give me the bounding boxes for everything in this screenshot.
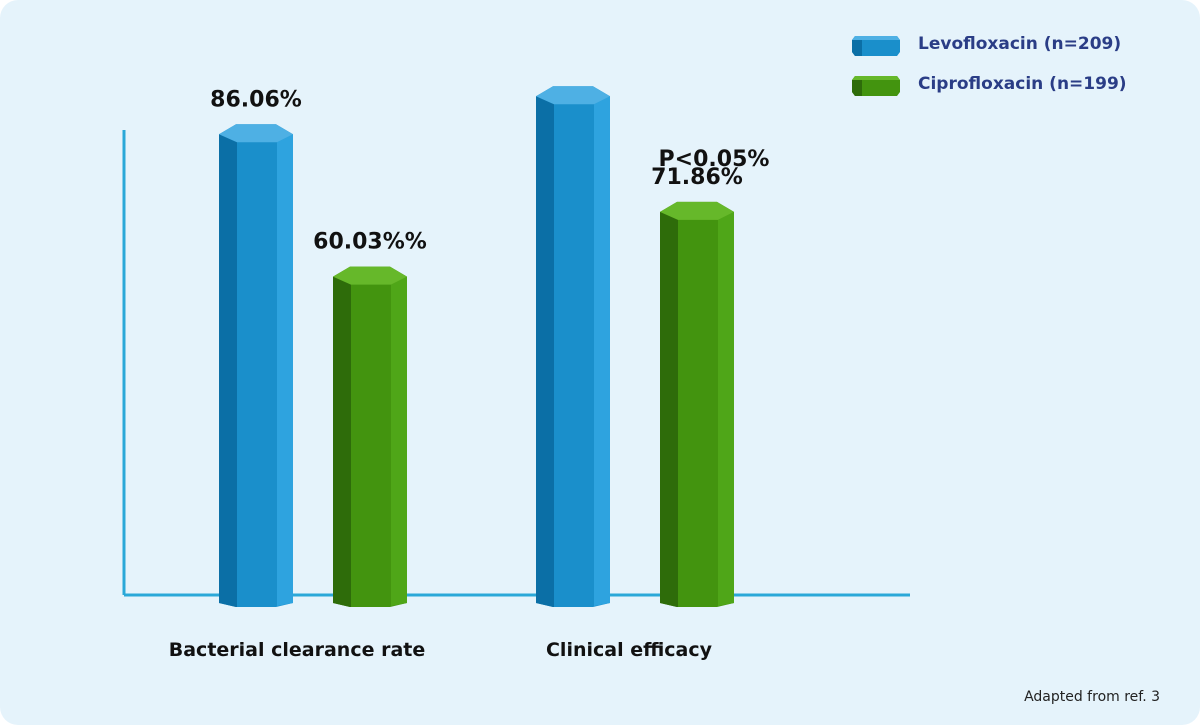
legend-swatch-levofloxacin — [852, 36, 900, 56]
source-note: Adapted from ref. 3 — [1024, 689, 1160, 705]
bar-levofloxacin-bacterial-clearance-cap — [219, 124, 293, 143]
bar-ciprofloxacin-clinical-efficacy — [660, 201, 734, 608]
bar-levofloxacin-clinical-efficacy-highlight — [594, 96, 610, 606]
bar-ciprofloxacin-bacterial-clearance-highlight — [391, 276, 407, 606]
bar-levofloxacin-bacterial-clearance-highlight — [277, 134, 293, 606]
bar-levofloxacin-bacterial-clearance — [219, 124, 293, 607]
legend-label-ciprofloxacin: Ciprofloxacin (n=199) — [918, 74, 1127, 94]
bar-levofloxacin-clinical-efficacy-cap — [536, 86, 610, 105]
p-value-annotation: P<0.05% — [659, 147, 770, 172]
bar-ciprofloxacin-bacterial-clearance-shade — [333, 276, 351, 607]
bar-levofloxacin-bacterial-clearance-shade — [219, 134, 237, 607]
data-label-ciprofloxacin-bacterial-clearance: 60.03%% — [313, 230, 427, 255]
bar-levofloxacin-clinical-efficacy — [536, 86, 610, 608]
bar-ciprofloxacin-bacterial-clearance — [333, 266, 407, 607]
data-label-ciprofloxacin-clinical-efficacy: 71.86% — [651, 165, 743, 190]
legend-swatch-ciprofloxacin — [852, 76, 900, 96]
bar-levofloxacin-clinical-efficacy-shade — [536, 96, 554, 607]
bar-ciprofloxacin-bacterial-clearance-cap — [333, 266, 407, 285]
bar-ciprofloxacin-clinical-efficacy-shade — [660, 211, 678, 608]
bar-ciprofloxacin-clinical-efficacy-cap — [660, 201, 734, 220]
category-label-bacterial-clearance-rate: Bacterial clearance rate — [169, 639, 426, 661]
bar-ciprofloxacin-clinical-efficacy-highlight — [718, 211, 734, 607]
data-label-levofloxacin-bacterial-clearance: 86.06% — [210, 87, 302, 112]
category-label-clinical-efficacy: Clinical efficacy — [546, 639, 713, 661]
legend-label-levofloxacin: Levofloxacin (n=209) — [918, 34, 1122, 54]
